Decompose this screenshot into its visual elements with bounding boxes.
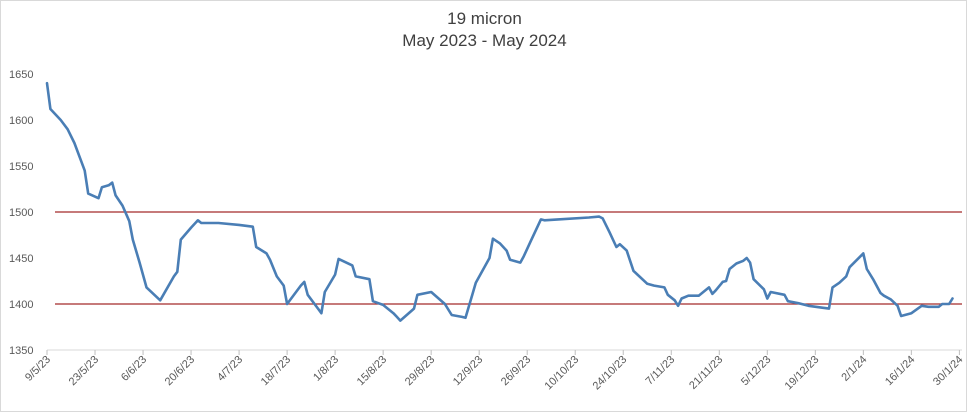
x-tick-label: 6/6/23 bbox=[119, 354, 149, 384]
x-tick-label: 26/9/23 bbox=[499, 354, 533, 388]
x-tick-label: 10/10/23 bbox=[543, 354, 582, 393]
y-tick-label: 1450 bbox=[9, 253, 33, 265]
x-tick-label: 15/8/23 bbox=[355, 354, 389, 388]
y-tick-label: 1350 bbox=[9, 345, 33, 357]
x-tick-label: 9/5/23 bbox=[23, 354, 53, 384]
x-tick-label: 21/11/23 bbox=[687, 354, 725, 392]
y-axis-ticks: 1350 1400 1450 1500 1550 1600 1650 bbox=[9, 69, 33, 357]
x-tick-label: 16/1/24 bbox=[883, 354, 917, 388]
x-tick-label: 18/7/23 bbox=[259, 354, 293, 388]
x-tick-label: 29/8/23 bbox=[403, 354, 437, 388]
y-tick-label: 1550 bbox=[9, 161, 33, 173]
x-tick-label: 4/7/23 bbox=[215, 354, 245, 384]
x-tick-label: 2/1/24 bbox=[839, 354, 869, 384]
x-tick-label: 5/12/23 bbox=[739, 354, 773, 388]
chart-title: 19 micron bbox=[447, 9, 522, 28]
x-tick-label: 19/12/23 bbox=[783, 354, 822, 393]
x-tick-label: 1/8/23 bbox=[311, 354, 341, 384]
x-tick-label: 24/10/23 bbox=[591, 354, 630, 393]
x-tick-label: 30/1/24 bbox=[931, 354, 965, 388]
series-line bbox=[45, 81, 954, 322]
x-tick-label: 20/6/23 bbox=[163, 354, 197, 388]
reference-lines bbox=[55, 211, 962, 305]
x-axis: 9/5/23 23/5/23 6/6/23 20/6/23 4/7/23 18/7/23 1… bbox=[23, 349, 966, 393]
x-tick-label: 23/5/23 bbox=[67, 354, 101, 388]
chart-subtitle: May 2023 - May 2024 bbox=[402, 31, 567, 50]
y-tick-label: 1650 bbox=[9, 69, 33, 81]
chart-title-block: 19 micron May 2023 - May 2024 bbox=[0, 8, 969, 52]
series-layer bbox=[45, 81, 954, 322]
y-tick-label: 1500 bbox=[9, 207, 33, 219]
y-tick-label: 1400 bbox=[9, 299, 33, 311]
y-tick-label: 1600 bbox=[9, 115, 33, 127]
x-tick-label: 7/11/23 bbox=[644, 354, 678, 388]
x-tick-label: 12/9/23 bbox=[451, 354, 485, 388]
